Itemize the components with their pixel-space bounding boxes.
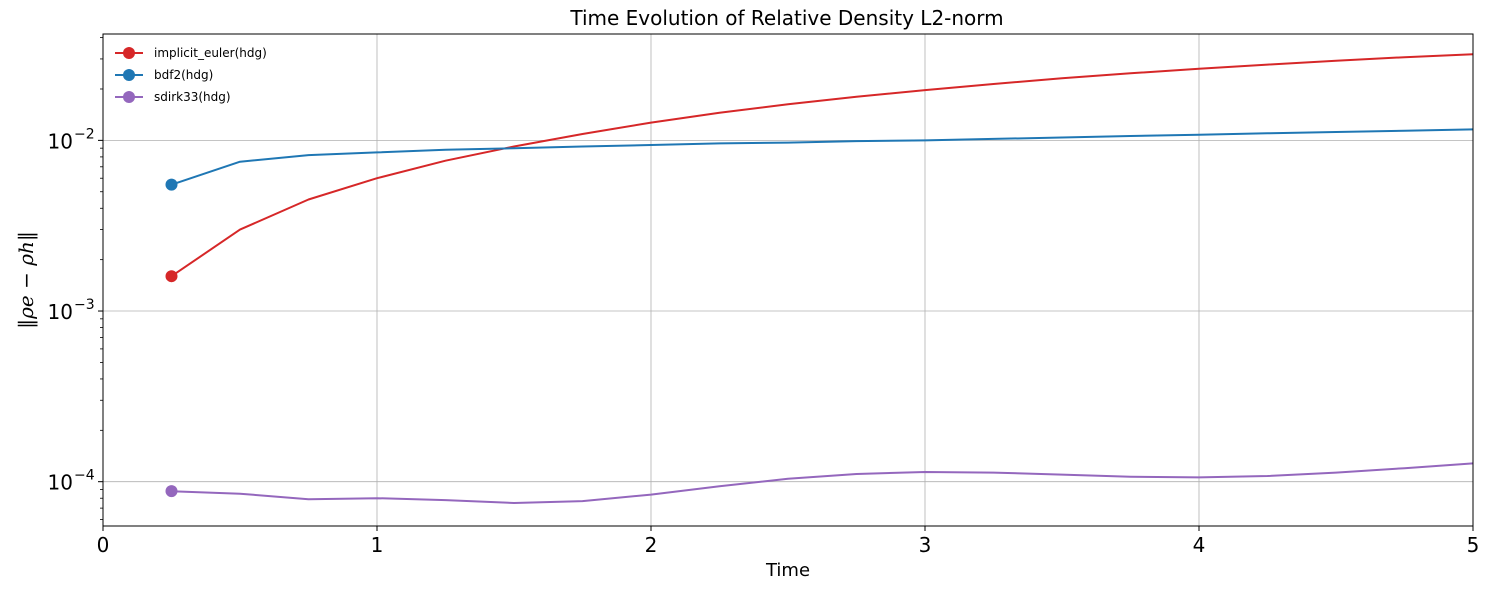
series-line-2 [171,462,1474,504]
legend-label: bdf2(hdg) [154,68,213,82]
plot-frame [102,33,1474,527]
x-axis-ticks: 0 1 2 3 4 5 [97,526,1480,557]
y-tick-exponent: −2 [74,126,95,142]
series-marker-0 [165,270,178,283]
y-tick-label: 10 [48,471,73,495]
x-tick-label: 4 [1193,533,1206,557]
legend-label: sdirk33(hdg) [154,90,231,104]
series-line-0 [170,53,1474,278]
x-tick-label: 1 [371,533,384,557]
x-tick-label: 0 [97,533,110,557]
y-tick-base: 10 [48,129,73,153]
series-layer [165,53,1474,504]
legend-marker [123,47,135,59]
y-tick-label: 10 [48,300,73,324]
x-tick-label: 5 [1467,533,1480,557]
y-tick-exponent: −3 [74,297,95,313]
chart-title: Time Evolution of Relative Density L2-no… [569,6,1003,30]
series-line-1 [171,128,1474,186]
grid [102,34,1474,526]
legend-marker [123,69,135,81]
legend-marker [123,91,135,103]
y-tick-base: 10 [48,471,73,495]
x-axis-label: Time [765,560,810,581]
y-tick-exponent: −4 [74,468,95,484]
y-axis-ticks: 10−410−310−2 [48,126,103,495]
y-tick-label: 10 [48,129,73,153]
legend-label: implicit_euler(hdg) [154,46,267,60]
y-axis-label: ‖ρe − ρh‖ [14,231,39,329]
x-tick-label: 3 [919,533,932,557]
y-tick-base: 10 [48,300,73,324]
series-marker-2 [165,485,178,498]
x-tick-label: 2 [645,533,658,557]
legend: implicit_euler(hdg) bdf2(hdg) sdirk33(hdg) [109,40,294,112]
series-marker-1 [165,178,178,191]
